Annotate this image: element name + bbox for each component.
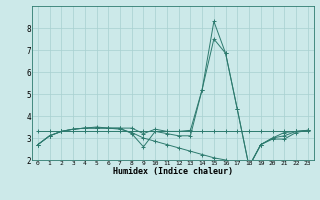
- X-axis label: Humidex (Indice chaleur): Humidex (Indice chaleur): [113, 167, 233, 176]
